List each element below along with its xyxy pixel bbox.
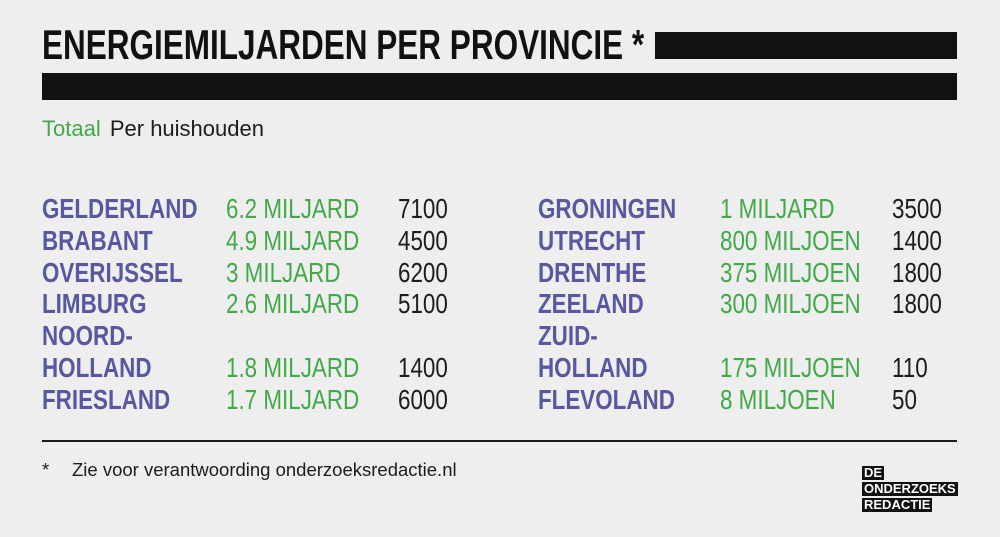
table-row: OVERIJSSEL 3 MILJARD 6200	[42, 256, 448, 289]
province-name: FRIESLAND	[42, 383, 171, 415]
total-value: 300 MILJOEN	[720, 288, 861, 320]
province-name: ZEELAND	[538, 288, 644, 320]
table-row: UTRECHT 800 MILJOEN 1400	[538, 224, 942, 257]
per-household-value: 1400	[398, 351, 448, 383]
total-value: 1.8 MILJARD	[226, 351, 360, 383]
per-household-value: 110	[892, 351, 928, 383]
table-row: FLEVOLAND 8 MILJOEN 50	[538, 383, 917, 416]
logo: DE ONDERZOEKS REDACTIE	[862, 466, 958, 514]
total-value: 8 MILJOEN	[720, 383, 836, 415]
per-household-value: 50	[892, 383, 917, 415]
footnote-marker: *	[42, 459, 50, 480]
table-row: GRONINGEN 1 MILJARD 3500	[538, 193, 942, 225]
legend: Totaal Per huishouden	[42, 118, 264, 140]
legend-totaal: Totaal	[42, 116, 101, 141]
province-name: NOORD-HOLLAND	[42, 320, 152, 383]
per-household-value: 1800	[892, 288, 942, 320]
divider	[42, 440, 957, 442]
province-name: DRENTHE	[538, 256, 647, 288]
legend-per-huishouden: Per huishouden	[109, 116, 264, 141]
table-row: GELDERLAND 6.2 MILJARD 7100	[42, 193, 448, 225]
total-value: 2.6 MILJARD	[226, 288, 360, 320]
table-row: LIMBURG 2.6 MILJARD 5100	[42, 288, 448, 320]
footnote-text: Zie voor verantwoording onderzoeksredact…	[72, 459, 457, 480]
total-value: 6.2 MILJARD	[226, 193, 360, 224]
logo-line: DE	[862, 465, 885, 480]
per-household-value: 1400	[892, 224, 942, 256]
title-bar-full	[42, 73, 957, 100]
total-value: 4.9 MILJARD	[226, 224, 360, 256]
table-row: ZUID-HOLLAND 175 MILJOEN 110	[538, 320, 928, 384]
per-household-value: 6200	[398, 256, 448, 288]
province-name: GELDERLAND	[42, 193, 198, 224]
per-household-value: 7100	[398, 193, 448, 224]
title-bar-right	[655, 32, 957, 59]
per-household-value: 4500	[398, 224, 448, 256]
total-value: 1.7 MILJARD	[226, 383, 360, 415]
total-value: 1 MILJARD	[720, 193, 835, 224]
total-value: 375 MILJOEN	[720, 256, 861, 288]
per-household-value: 5100	[398, 288, 448, 320]
province-name: UTRECHT	[538, 224, 646, 256]
table-row: NOORD-HOLLAND 1.8 MILJARD 1400	[42, 320, 448, 384]
per-household-value: 6000	[398, 383, 448, 415]
page-title: ENERGIEMILJARDEN PER PROVINCIE *	[42, 21, 645, 68]
total-value: 175 MILJOEN	[720, 351, 861, 383]
province-name: LIMBURG	[42, 288, 147, 320]
table-row: FRIESLAND 1.7 MILJARD 6000	[42, 383, 448, 416]
logo-line: ONDERZOEKS	[862, 481, 958, 496]
total-value: 3 MILJARD	[226, 256, 341, 288]
per-household-value: 3500	[892, 193, 942, 224]
table-right: GRONINGEN 1 MILJARD 3500 UTRECHT 800 MILJOEN…	[538, 193, 942, 416]
table-left: GELDERLAND 6.2 MILJARD 7100 BRABANT 4.9 MILJ…	[42, 193, 448, 416]
table-row: DRENTHE 375 MILJOEN 1800	[538, 256, 942, 289]
province-name: BRABANT	[42, 224, 153, 256]
province-name: ZUID-HOLLAND	[538, 320, 648, 383]
province-name: GRONINGEN	[538, 193, 677, 224]
logo-line: REDACTIE	[862, 497, 933, 512]
total-value: 800 MILJOEN	[720, 224, 861, 256]
province-name: FLEVOLAND	[538, 383, 675, 415]
table-row: BRABANT 4.9 MILJARD 4500	[42, 224, 448, 257]
table-row: ZEELAND 300 MILJOEN 1800	[538, 288, 942, 320]
province-name: OVERIJSSEL	[42, 256, 183, 288]
per-household-value: 1800	[892, 256, 942, 288]
